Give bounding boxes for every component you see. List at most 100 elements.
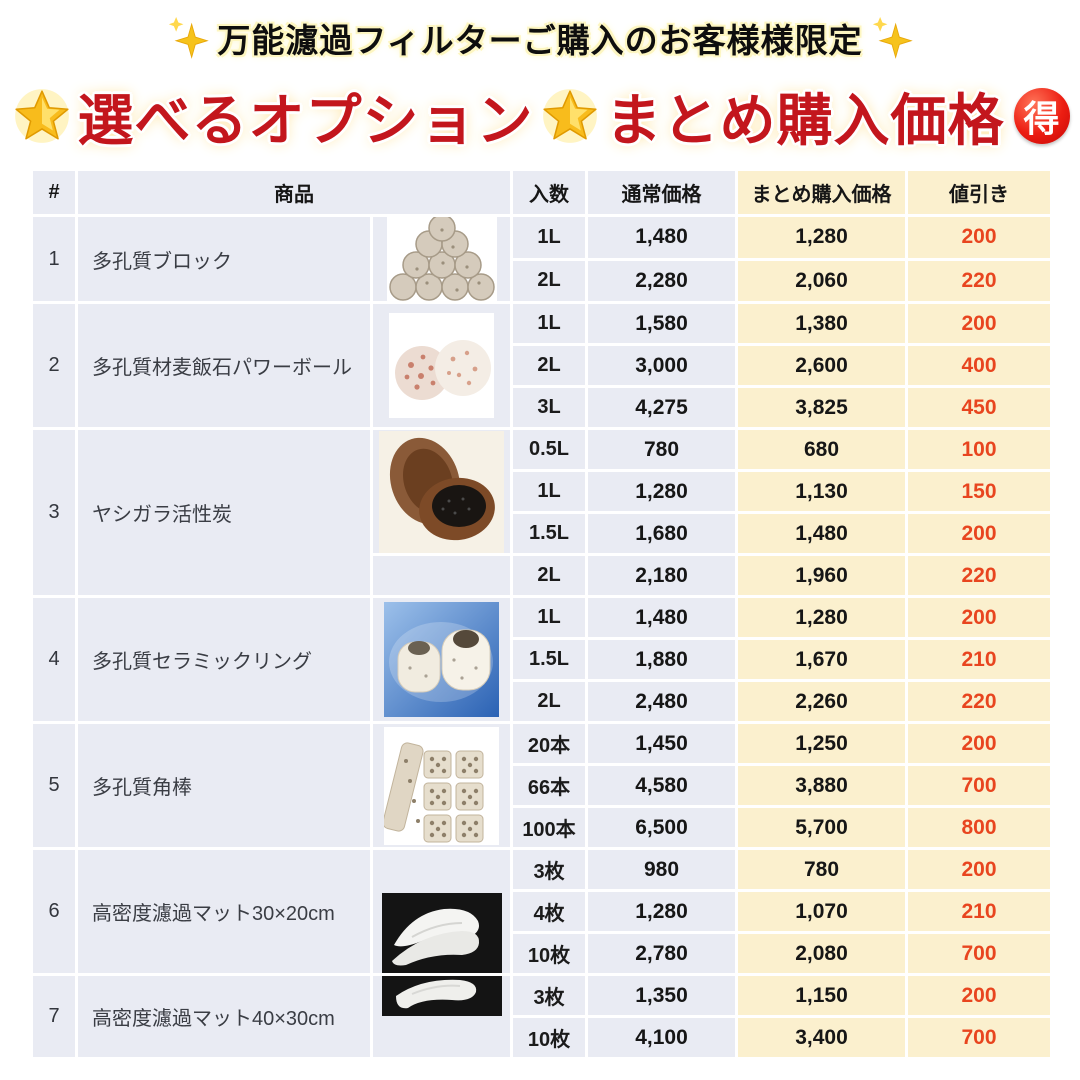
product-subrow: 3 ヤシガラ活性炭 0.5L 780 680 100 (30, 427, 1053, 598)
bulk-price-cell: 1,670 (735, 637, 908, 682)
quantity-cell: 2L (510, 257, 588, 304)
discount-cell: 200 (905, 847, 1053, 892)
activated-carbon-photo (379, 431, 504, 552)
product-number-cell: 2 (30, 301, 78, 430)
bulk-price-cell: 1,280 (735, 214, 908, 261)
promo-title-row: 選べるオプション まとめ購入価格 得 (0, 68, 1080, 164)
bulk-price-cell: 1,250 (735, 721, 908, 766)
product-image-cell (370, 427, 513, 556)
filter-mat-photo-upper (381, 893, 502, 972)
bulk-price-cell: 2,600 (735, 343, 908, 388)
quantity-cell: 3枚 (510, 973, 588, 1018)
sparkle-icon (872, 17, 913, 59)
product-subrow: 1 多孔質ブロック 1L 1,480 1,280 200 (30, 214, 1053, 304)
glowing-star-icon (542, 89, 597, 143)
regular-price-cell: 2,280 (585, 257, 738, 304)
discount-cell: 700 (905, 931, 1053, 976)
product-number-cell: 4 (30, 595, 78, 724)
discount-cell: 400 (905, 343, 1053, 388)
product-number-cell: 1 (30, 214, 78, 304)
discount-cell: 220 (905, 553, 1053, 598)
discount-cell: 200 (905, 214, 1053, 261)
product-name-cell: 多孔質セラミックリング (75, 595, 373, 724)
bulk-price-cell: 3,880 (735, 763, 908, 808)
square-rods-photo (382, 726, 499, 845)
product-subrow: 2L 2,480 2,260 220 (32, 679, 1053, 724)
discount-cell: 200 (905, 595, 1053, 640)
discount-cell: 700 (905, 1015, 1053, 1060)
regular-price-cell: 1,350 (585, 973, 738, 1018)
product-subrow: 4 多孔質セラミックリング 1L 1,480 1,280 200 (30, 595, 1053, 724)
discount-cell: 200 (905, 511, 1053, 556)
product-subrow: 2 多孔質材麦飯石パワーボール 1L 1,580 1,380 200 (30, 301, 1053, 430)
product-subrow: 10枚 2,780 2,080 700 (32, 931, 1053, 976)
bulk-price-cell: 1,070 (735, 889, 908, 934)
regular-price-cell: 1,880 (585, 637, 738, 682)
bulk-price-cell: 2,060 (735, 257, 908, 304)
bulk-price-cell: 5,700 (735, 805, 908, 850)
price-table: # 商品 入数 通常価格 まとめ購入価格 値引き 1 多孔質ブロック 1L 1,480… (30, 168, 1053, 1060)
quantity-cell: 4枚 (510, 889, 588, 934)
product-subrow: 3L 4,275 3,825 450 (32, 385, 1053, 430)
discount-cell: 700 (905, 763, 1053, 808)
quantity-cell: 0.5L (510, 427, 588, 472)
bulk-price-cell: 1,150 (735, 973, 908, 1018)
product-name-cell: 高密度濾過マット30×20cm (75, 847, 373, 976)
bulk-price-cell: 2,080 (735, 931, 908, 976)
discount-cell: 210 (905, 889, 1053, 934)
toku-badge-label: 得 (1023, 98, 1060, 139)
product-name-cell: 多孔質角棒 (75, 721, 373, 850)
col-header-quantity: 入数 (510, 168, 588, 217)
regular-price-cell: 1,580 (585, 301, 738, 346)
product-subrow: 2L 3,000 2,600 400 (32, 343, 1053, 388)
product-image-cell (370, 847, 513, 976)
discount-cell: 150 (905, 469, 1053, 514)
product-subrow: 1.5L 1,680 1,480 200 (32, 511, 1053, 556)
bulk-price-cell: 1,380 (735, 301, 908, 346)
filter-mat-photo-lower (381, 977, 502, 1016)
regular-price-cell: 2,180 (585, 553, 738, 598)
discount-cell: 450 (905, 385, 1053, 430)
product-subrow: 2L 2,280 2,060 220 (32, 257, 1053, 304)
discount-cell: 220 (905, 257, 1053, 304)
toku-badge: 得 (1013, 88, 1070, 144)
regular-price-cell: 2,480 (585, 679, 738, 724)
regular-price-cell: 1,480 (585, 214, 738, 261)
quantity-cell: 66本 (510, 763, 588, 808)
table-header-row: # 商品 入数 通常価格 まとめ購入価格 値引き (30, 168, 1053, 217)
glowing-star-icon (14, 89, 69, 143)
col-header-number: # (30, 168, 78, 217)
discount-cell: 100 (905, 427, 1053, 472)
regular-price-cell: 4,275 (585, 385, 738, 430)
product-subrow: 2L 2,180 1,960 220 (32, 553, 1053, 598)
product-image-cell (370, 973, 513, 1060)
regular-price-cell: 1,480 (585, 595, 738, 640)
regular-price-cell: 3,000 (585, 343, 738, 388)
product-subrow: 5 多孔質角棒 20本 1,450 1,250 200 (30, 721, 1053, 850)
discount-cell: 220 (905, 679, 1053, 724)
bulk-price-cell: 3,825 (735, 385, 908, 430)
regular-price-cell: 6,500 (585, 805, 738, 850)
porous-blocks-photo (386, 218, 497, 300)
quantity-cell: 1.5L (510, 511, 588, 556)
product-image-cell (370, 214, 513, 304)
quantity-cell: 1L (510, 469, 588, 514)
sparkle-icon (169, 17, 210, 59)
product-subrow: 100本 6,500 5,700 800 (32, 805, 1053, 850)
quantity-cell: 3枚 (510, 847, 588, 892)
price-table-body: 1 多孔質ブロック 1L 1,480 1,280 200 2L 2,280 2,060 220 2 多… (30, 214, 1053, 1060)
bulk-price-cell: 3,400 (735, 1015, 908, 1060)
regular-price-cell: 4,100 (585, 1015, 738, 1060)
discount-cell: 210 (905, 637, 1053, 682)
bulk-price-cell: 2,260 (735, 679, 908, 724)
power-balls-photo (389, 313, 494, 418)
product-subrow: 6 高密度濾過マット30×20cm 3枚 980 780 200 (30, 847, 1053, 976)
product-subrow: 7 高密度濾過マット40×30cm 3枚 1,350 1,150 200 (30, 973, 1053, 1060)
discount-cell: 200 (905, 973, 1053, 1018)
product-name-cell: 多孔質材麦飯石パワーボール (75, 301, 373, 430)
discount-cell: 200 (905, 721, 1053, 766)
bulk-price-cell: 780 (735, 847, 908, 892)
product-image-cell (370, 595, 513, 724)
quantity-cell: 100本 (510, 805, 588, 850)
